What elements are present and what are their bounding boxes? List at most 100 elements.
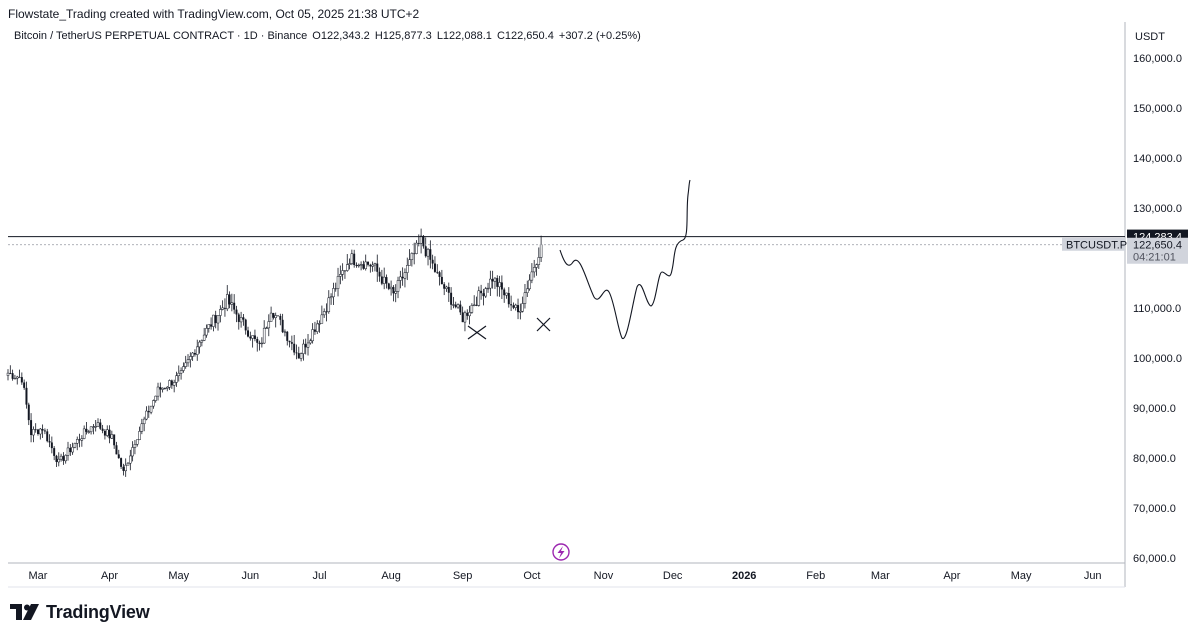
- time-tick-label: Nov: [594, 570, 614, 582]
- candle: [461, 306, 464, 323]
- candle: [283, 329, 287, 337]
- candle: [247, 326, 250, 338]
- candle: [182, 362, 185, 373]
- candle: [477, 286, 481, 307]
- candle: [265, 326, 268, 329]
- price-tick-label: 80,000.0: [1133, 453, 1176, 465]
- candle: [269, 306, 273, 322]
- symbol-legend: Bitcoin / TetherUS PERPETUAL CONTRACT · …: [14, 30, 643, 42]
- candle: [62, 452, 65, 465]
- candle: [163, 387, 166, 390]
- candle: [489, 270, 492, 296]
- candle: [48, 434, 51, 448]
- candle: [251, 335, 254, 348]
- time-tick-label: Feb: [806, 570, 825, 582]
- candle: [20, 372, 23, 385]
- candle: [113, 434, 116, 449]
- candle: [385, 274, 388, 289]
- candle: [304, 338, 307, 355]
- candle: [309, 338, 312, 345]
- candle: [39, 427, 42, 440]
- candle: [170, 379, 173, 389]
- candle: [475, 296, 478, 307]
- candle: [177, 365, 181, 382]
- candle: [463, 310, 467, 332]
- candle: [277, 315, 280, 317]
- candle: [94, 419, 97, 432]
- candle: [380, 269, 383, 286]
- candle: [59, 453, 63, 462]
- lightning-icon[interactable]: [552, 543, 570, 561]
- candle: [523, 283, 527, 309]
- candle: [440, 269, 443, 285]
- candle: [316, 320, 319, 335]
- time-tick-label: Dec: [663, 570, 683, 582]
- candle: [205, 324, 208, 338]
- candle: [25, 381, 28, 409]
- candle: [302, 339, 305, 361]
- candle: [341, 263, 344, 281]
- candle: [433, 256, 436, 273]
- price-tick-label: 160,000.0: [1133, 53, 1182, 65]
- time-axis[interactable]: Mar Apr May Jun Jul Aug Sep Oct Nov Dec 2026 Feb Mar…: [29, 570, 1102, 582]
- time-tick-label: Apr: [943, 570, 960, 582]
- bar-countdown-text: 04:21:01: [1133, 252, 1176, 264]
- ohlc-low: L122,088.1: [436, 30, 492, 42]
- tradingview-wordmark: TradingView: [46, 601, 150, 622]
- candle: [73, 442, 77, 449]
- time-tick-label: May: [168, 570, 189, 582]
- candle: [110, 430, 114, 439]
- candle: [510, 295, 513, 312]
- candle: [147, 405, 150, 418]
- candle: [233, 294, 236, 314]
- price-axis[interactable]: 160,000.0 150,000.0 140,000.0 130,000.0 110,…: [1133, 53, 1182, 565]
- candle: [216, 315, 220, 331]
- candle: [322, 308, 326, 318]
- candle: [161, 387, 164, 393]
- candle: [318, 320, 321, 333]
- candle: [156, 382, 160, 401]
- candle: [496, 275, 499, 297]
- candle: [34, 423, 37, 433]
- candle: [519, 303, 522, 320]
- x-marker-drawing[interactable]: [536, 317, 551, 332]
- candle: [133, 440, 137, 455]
- candle: [78, 433, 81, 448]
- candle: [367, 261, 370, 267]
- candle: [55, 454, 58, 468]
- candle: [23, 379, 26, 390]
- candle: [202, 327, 206, 342]
- candle: [37, 428, 40, 436]
- candle: [131, 441, 134, 462]
- symbol-name[interactable]: Bitcoin / TetherUS PERPETUAL CONTRACT · …: [14, 30, 308, 42]
- time-tick-label: Sep: [453, 570, 473, 582]
- candle: [493, 277, 497, 290]
- candle: [115, 441, 118, 455]
- candle: [279, 313, 282, 326]
- candle: [286, 330, 289, 346]
- projection-path-drawing[interactable]: [559, 179, 691, 339]
- candle: [371, 261, 374, 272]
- candle: [89, 426, 93, 435]
- candle: [103, 428, 106, 440]
- candle: [290, 335, 293, 351]
- candles: [6, 228, 543, 477]
- candle: [108, 425, 111, 444]
- x-marker-drawing[interactable]: [467, 325, 487, 340]
- tradingview-logo[interactable]: TradingView: [10, 601, 150, 623]
- price-tick-label: 130,000.0: [1133, 203, 1182, 215]
- price-tick-label: 100,000.0: [1133, 353, 1182, 365]
- candle: [221, 300, 224, 311]
- candle: [450, 287, 453, 310]
- candle: [274, 312, 277, 328]
- candle: [429, 240, 432, 269]
- chart-attribution: Flowstate_Trading created with TradingVi…: [8, 7, 420, 21]
- tradingview-logo-icon: [10, 604, 39, 620]
- candle: [239, 311, 243, 328]
- candle: [507, 287, 510, 308]
- candle: [32, 426, 35, 443]
- candle: [387, 282, 390, 291]
- candle: [71, 442, 74, 455]
- candle: [168, 379, 171, 391]
